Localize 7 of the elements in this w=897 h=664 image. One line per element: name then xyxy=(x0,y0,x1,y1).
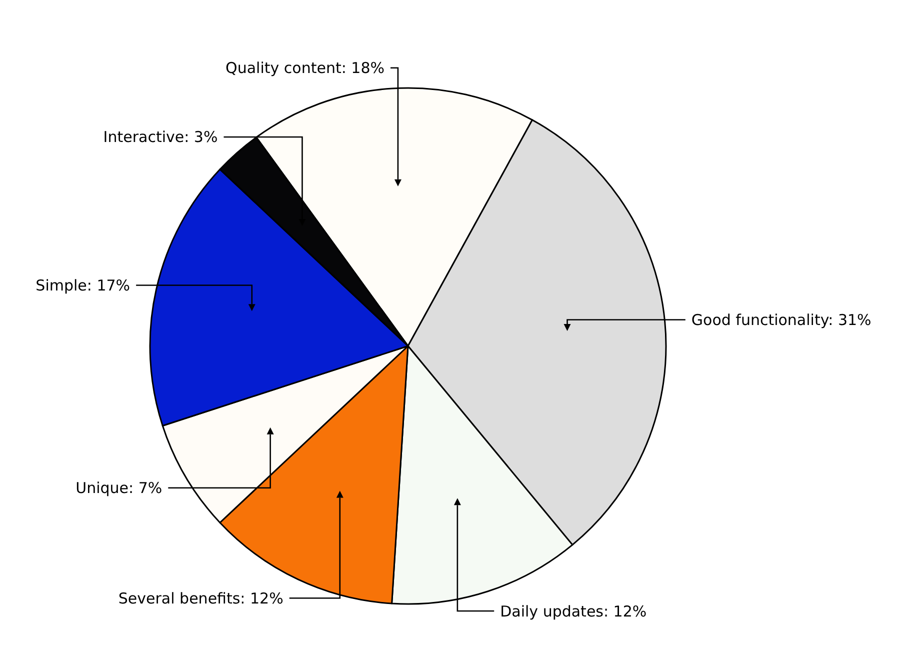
slice-label: Interactive: 3% xyxy=(103,128,218,146)
slice-label: Good functionality: 31% xyxy=(691,311,872,330)
slice-label: Daily updates: 12% xyxy=(500,602,647,620)
slice-label: Several benefits: 12% xyxy=(118,589,284,608)
slice-label: Quality content: 18% xyxy=(226,59,385,78)
slice-label: Unique: 7% xyxy=(76,479,162,498)
slice-label: Simple: 17% xyxy=(36,276,130,294)
